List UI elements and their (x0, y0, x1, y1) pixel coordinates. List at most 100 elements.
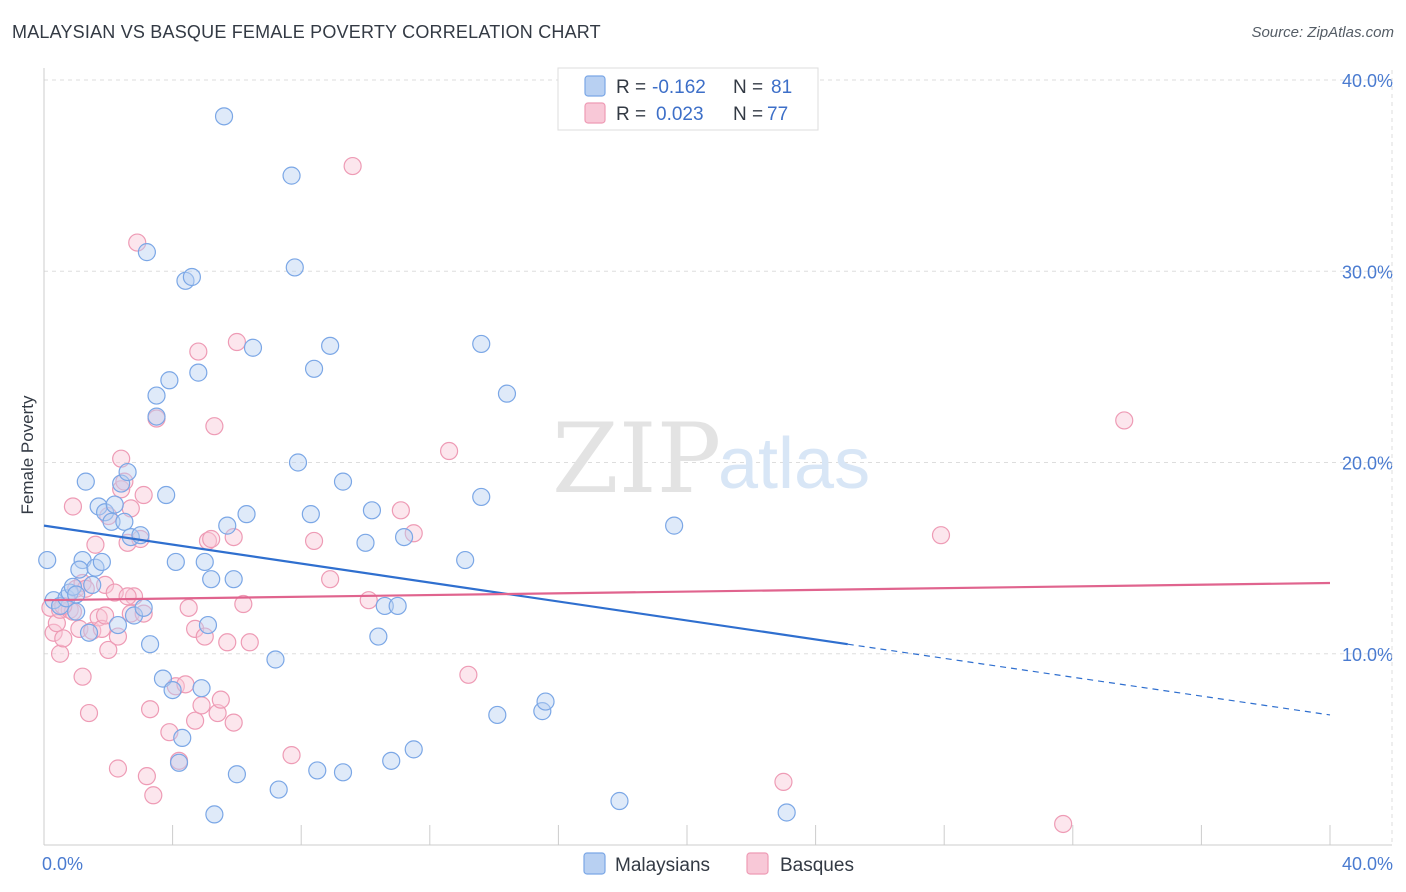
y-axis-title: Female Poverty (18, 395, 37, 515)
data-point-malaysians (147, 407, 166, 426)
data-point-malaysians (333, 472, 353, 491)
data-point-basques (195, 627, 214, 646)
data-point-malaysians (124, 606, 144, 625)
data-point-basques (44, 623, 63, 642)
data-point-basques (282, 746, 301, 765)
data-point-malaysians (497, 384, 517, 403)
data-point-basques (234, 594, 253, 614)
data-point-malaysians (38, 550, 57, 570)
legend-bottom-label-basques: Basques (780, 855, 854, 876)
data-point-basques (86, 535, 105, 554)
data-point-malaysians (79, 623, 99, 642)
axes (43, 68, 1392, 846)
data-point-malaysians (472, 487, 491, 507)
data-point-malaysians (118, 462, 137, 482)
data-point-basques (95, 606, 115, 625)
data-point-malaysians (102, 512, 121, 531)
data-point-malaysians (173, 728, 192, 748)
data-point-basques (137, 767, 156, 786)
data-point-malaysians (147, 386, 166, 405)
data-point-malaysians (157, 485, 176, 505)
data-point-basques (140, 700, 160, 719)
data-point-malaysians (610, 791, 629, 811)
data-point-malaysians (388, 596, 407, 616)
data-point-basques (50, 644, 70, 663)
data-point-malaysians (404, 740, 423, 759)
data-point-basques (1115, 411, 1134, 430)
data-point-malaysians (140, 635, 160, 654)
data-point-malaysians (285, 258, 304, 277)
data-point-basques (931, 526, 951, 545)
data-point-basques (73, 667, 92, 686)
data-point-basques (459, 665, 478, 684)
data-point-malaysians (115, 512, 134, 531)
trend-lines (43, 524, 1331, 716)
data-point-basques (128, 233, 147, 252)
data-point-malaysians (214, 107, 234, 126)
data-point-malaysians (237, 505, 256, 524)
data-point-malaysians (224, 570, 243, 589)
data-point-basques (89, 608, 108, 627)
data-point-malaysians (472, 334, 491, 354)
data-point-basques (108, 759, 128, 778)
data-point-basques (208, 703, 227, 723)
data-point-malaysians (488, 705, 507, 725)
data-point-basques (144, 786, 163, 805)
data-point-malaysians (202, 570, 221, 589)
data-point-basques (205, 417, 224, 436)
legend-r-value-basques: 0.023 (656, 104, 704, 125)
series-malaysians (38, 107, 796, 824)
data-point-malaysians (192, 679, 211, 698)
legend-n-value-basques: 77 (767, 104, 788, 125)
trend-line-malaysians (43, 524, 848, 646)
data-point-basques (218, 633, 237, 652)
legend-n-label-malaysians: N = (733, 77, 763, 98)
data-point-basques (774, 772, 793, 791)
data-point-malaysians (282, 166, 301, 185)
data-point-malaysians (227, 765, 246, 784)
source-credit: Source: ZipAtlas.com (1251, 24, 1394, 41)
data-point-malaysians (189, 363, 208, 382)
legend-r-label-malaysians: R = (616, 77, 646, 98)
watermark-atlas: atlas (718, 424, 870, 504)
data-point-malaysians (243, 338, 263, 357)
x-tick-label-max: 40.0% (1342, 854, 1393, 874)
y-tick-label: 40.0% (1342, 71, 1393, 91)
data-point-basques (189, 342, 208, 361)
data-point-malaysians (195, 552, 214, 572)
data-point-basques (439, 441, 459, 461)
data-point-basques (115, 472, 134, 491)
data-point-malaysians (108, 615, 128, 635)
data-point-basques (227, 332, 246, 352)
data-point-basques (54, 629, 73, 648)
legend-n-value-malaysians: 81 (771, 77, 792, 98)
legend-r-value-malaysians: -0.162 (652, 77, 706, 98)
data-point-malaysians (304, 359, 324, 378)
data-point-malaysians (198, 615, 218, 635)
data-point-malaysians (369, 627, 388, 646)
legend-bottom-label-malaysians: Malaysians (615, 855, 710, 876)
data-point-malaysians (60, 583, 79, 602)
data-point-malaysians (166, 552, 185, 572)
data-point-basques (118, 587, 137, 606)
data-point-malaysians (301, 505, 320, 524)
chart-title: MALAYSIAN VS BASQUE FEMALE POVERTY CORRE… (12, 22, 601, 42)
data-point-basques (192, 696, 211, 715)
legend-stats: R = -0.162 N = 81 R = 0.023 N = 77 (557, 67, 819, 131)
data-point-basques (63, 497, 83, 516)
data-point-malaysians (76, 472, 95, 491)
data-point-malaysians (57, 589, 76, 608)
y-tick-label: 30.0% (1342, 262, 1393, 282)
data-point-malaysians (394, 527, 414, 547)
watermark: ZIP atlas (552, 403, 870, 515)
data-point-basques (224, 527, 243, 547)
data-point-malaysians (134, 598, 153, 617)
data-point-basques (186, 711, 205, 730)
legend-bottom-swatch-malaysians (583, 852, 606, 875)
data-point-malaysians (382, 751, 401, 770)
data-point-malaysians (777, 803, 796, 822)
data-point-basques (304, 531, 324, 551)
watermark-zip: ZIP (552, 403, 721, 515)
data-point-malaysians (218, 516, 237, 535)
